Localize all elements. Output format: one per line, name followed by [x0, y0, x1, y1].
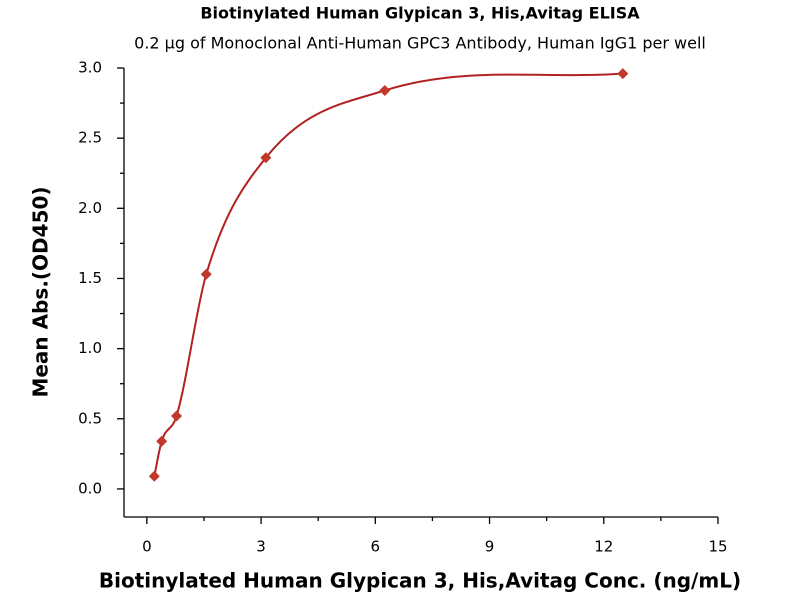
y-tick-label: 0.5 — [78, 409, 102, 427]
point — [200, 268, 212, 280]
x-tick-label: 3 — [256, 538, 266, 556]
point — [260, 152, 272, 164]
x-tick-label: 15 — [708, 538, 727, 556]
fit-curve — [153, 72, 623, 477]
x-tick-label: 6 — [371, 538, 381, 556]
chart-subtitle: 0.2 µg of Monoclonal Anti-Human GPC3 Ant… — [134, 34, 706, 53]
point — [617, 68, 629, 80]
y-tick-label: 1.5 — [78, 269, 102, 287]
y-tick-label: 2.5 — [78, 129, 102, 147]
y-tick-label: 0.0 — [78, 479, 102, 497]
y-axis-label: Mean Abs.(OD450) — [29, 186, 53, 397]
y-tick-label: 3.0 — [78, 59, 102, 77]
point — [379, 84, 391, 96]
x-axis-label: Biotinylated Human Glypican 3, His,Avita… — [99, 569, 741, 593]
point — [148, 470, 160, 482]
x-tick-label: 9 — [485, 538, 495, 556]
y-tick-label: 1.0 — [78, 339, 102, 357]
y-tick-label: 2.0 — [78, 199, 102, 217]
x-tick-label: 12 — [594, 538, 613, 556]
x-tick-label: 0 — [142, 538, 152, 556]
point — [156, 435, 168, 447]
chart-title: Biotinylated Human Glypican 3, His,Avita… — [200, 4, 640, 23]
point — [171, 410, 183, 422]
